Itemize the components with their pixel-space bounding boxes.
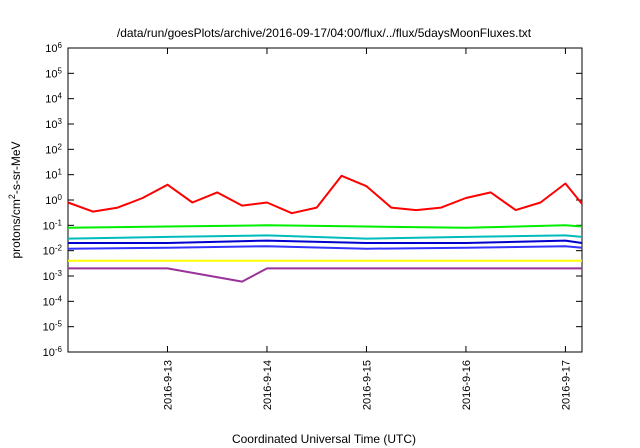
- y-tick-label: 10-6: [43, 345, 63, 360]
- y-tick-label: 10-1: [43, 218, 63, 233]
- y-tick-label: 10-3: [43, 269, 63, 284]
- y-tick-label: 106: [45, 41, 62, 56]
- y-tick-label: 103: [45, 117, 62, 132]
- y-tick-label: 104: [45, 91, 62, 106]
- y-tick-label: 10-2: [43, 243, 63, 258]
- plot-area: 106 105 104 103 102 101 100 10-1 10-2 10-3 10-4 10-…: [43, 41, 583, 410]
- y-tick-label: 10-4: [43, 294, 63, 309]
- series-line-0: [67, 174, 583, 215]
- x-tick-label: 2016-9-13: [162, 360, 174, 410]
- series-line-4: [67, 245, 583, 250]
- series-line-3: [68, 239, 583, 244]
- y-axis-label: protons/cm2-s-sr-MeV: [7, 141, 23, 258]
- series-line-1: [67, 224, 583, 229]
- y-tick-label: 100: [45, 193, 62, 208]
- y-tick-label: 101: [45, 167, 62, 182]
- x-axis-label: Coordinated Universal Time (UTC): [232, 432, 416, 446]
- x-tick-label: 2016-9-16: [461, 360, 473, 410]
- y-tick-label: 10-5: [43, 319, 63, 334]
- series-line-2: [67, 234, 583, 240]
- y-tick-label: 105: [45, 66, 62, 81]
- x-tick-label: 2016-9-17: [560, 360, 572, 410]
- chart-title: /data/run/goesPlots/archive/2016-09-17/0…: [117, 26, 532, 40]
- y-tick-label: 102: [45, 142, 62, 157]
- x-tick-label: 2016-9-15: [361, 360, 373, 410]
- series-line-6: [68, 267, 582, 283]
- svg-text:protons/cm2-s-sr-MeV: protons/cm2-s-sr-MeV: [7, 141, 23, 258]
- plot-frame: [67, 47, 583, 353]
- x-tick-label: 2016-9-14: [262, 360, 274, 410]
